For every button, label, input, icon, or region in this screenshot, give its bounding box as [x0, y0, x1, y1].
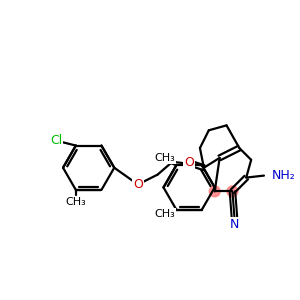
Text: NH₂: NH₂: [272, 169, 296, 182]
Text: N: N: [230, 218, 239, 231]
Text: CH₃: CH₃: [154, 208, 175, 218]
Text: O: O: [184, 156, 194, 169]
Text: O: O: [133, 178, 143, 191]
Text: CH₃: CH₃: [65, 197, 86, 207]
Circle shape: [227, 186, 238, 197]
Text: CH₃: CH₃: [154, 153, 175, 164]
Circle shape: [209, 186, 220, 197]
Text: Cl: Cl: [50, 134, 62, 147]
